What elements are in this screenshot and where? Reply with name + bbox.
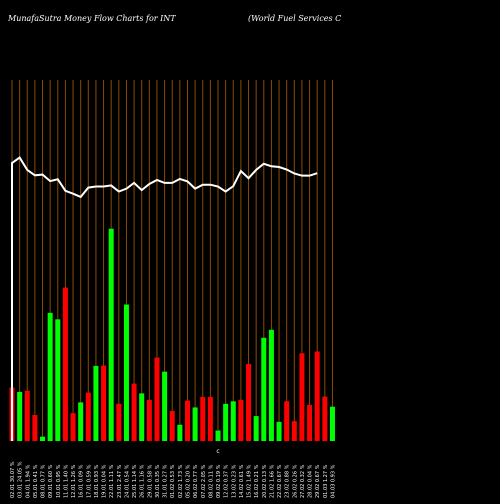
money-flow-bar	[184, 400, 190, 441]
money-flow-bar	[177, 424, 183, 441]
money-flow-bar	[329, 406, 335, 441]
money-flow-bar	[299, 353, 305, 441]
money-flow-bar	[123, 304, 129, 441]
x-tick-label: 26.02 0.26 %	[292, 464, 298, 498]
x-tick-label: 01.02 0.53 %	[170, 464, 176, 498]
money-flow-bar	[162, 371, 168, 441]
x-tick-label: 07.02 2.05 %	[201, 464, 207, 498]
x-tick-label: 12.01 1.26 %	[71, 464, 77, 498]
x-tick-label: 19.01 0.04 %	[102, 464, 108, 498]
x-tick-label: 24.01 0.54 %	[124, 464, 130, 498]
x-tick-label: 01.03 1.27 %	[323, 464, 329, 498]
money-flow-bar	[314, 351, 320, 441]
money-flow-bar	[307, 404, 313, 441]
money-flow-bar	[154, 357, 160, 441]
money-flow-bar	[85, 392, 91, 441]
x-tick-label: 15.02 1.49 %	[247, 464, 253, 498]
money-flow-bar	[238, 399, 244, 441]
chart-title: MunafaSutra Money Flow Charts for INT	[8, 14, 176, 23]
money-flow-bar	[246, 364, 252, 441]
money-flow-bar	[284, 401, 290, 441]
x-tick-label: 13.02 0.23 %	[231, 464, 237, 498]
money-flow-bar	[146, 399, 152, 441]
x-tick-label: 29.02 0.67 %	[315, 464, 321, 498]
money-flow-bar	[55, 319, 61, 441]
x-tick-label: 23.01 2.47 %	[117, 464, 123, 498]
money-flow-bar	[32, 415, 38, 441]
chart-subtitle: (World Fuel Services C	[248, 14, 342, 23]
x-tick-label: 30.01 0.35 %	[155, 464, 161, 498]
x-tick-label: 22.02 0.67 %	[277, 464, 283, 498]
x-tick-label: 04.01 1.94 %	[25, 464, 31, 498]
x-tick-label: 09.02 0.19 %	[216, 464, 222, 498]
x-tick-label: 08.02 0.11 %	[208, 464, 214, 498]
money-flow-bar	[108, 228, 114, 441]
x-tick-label: 09.01 0.60 %	[48, 464, 54, 498]
money-flow-bar	[215, 430, 221, 441]
x-tick-label: 21.02 1.66 %	[269, 464, 275, 498]
x-tick-label: 23.02 0.88 %	[285, 464, 291, 498]
x-tick-label: 25.01 1.14 %	[132, 464, 138, 498]
money-flow-bar	[253, 416, 259, 441]
x-tick-label: 03.01 24.05 %	[18, 461, 24, 498]
money-flow-bar	[62, 287, 68, 441]
x-tick-label: 17.01 0.59 %	[86, 464, 92, 498]
money-flow-bar	[276, 421, 282, 441]
x-tick-label: 18.01 0.93 %	[94, 464, 100, 498]
money-flow-bar	[207, 396, 213, 441]
money-flow-bar	[24, 390, 30, 441]
x-tick-label: 02.01 30.07 %	[10, 461, 16, 498]
x-tick-label: 11.01 1.40 %	[63, 464, 69, 498]
x-tick-label: 26.01 1.16 %	[140, 464, 146, 498]
money-flow-bar	[139, 393, 145, 441]
x-tick-label: 20.02 0.13 %	[262, 464, 268, 498]
x-tick-label: 31.01 0.27 %	[163, 464, 169, 498]
money-flow-bar	[101, 365, 107, 441]
money-flow-bar	[261, 337, 267, 441]
money-flow-bar	[17, 391, 23, 441]
money-flow-bar	[47, 312, 53, 441]
money-flow-bar	[93, 365, 99, 441]
money-flow-bar	[116, 403, 122, 441]
money-flow-bar	[268, 329, 274, 441]
x-tick-label: 28.02 0.04 %	[308, 464, 314, 498]
money-flow-bar	[200, 396, 206, 441]
money-flow-bar	[78, 402, 84, 441]
x-tick-label: 10.01 0.95 %	[56, 464, 62, 498]
money-flow-bar	[291, 421, 297, 441]
x-tick-label: 27.02 0.32 %	[300, 464, 306, 498]
x-tick-label: 05.01 0.41 %	[33, 464, 39, 498]
x-tick-label: 08.01 0.77 %	[41, 464, 47, 498]
money-flow-bar	[40, 436, 46, 441]
x-tick-label: 02.02 1.73 %	[178, 464, 184, 498]
x-tick-label: 22.01 1.11 %	[109, 464, 115, 498]
x-tick-label: 29.01 0.58 %	[147, 464, 153, 498]
x-tick-label: 14.02 0.61 %	[239, 464, 245, 498]
money-flow-bar	[223, 403, 229, 441]
money-flow-bar	[230, 401, 236, 441]
x-tick-label: 16.01 0.09 %	[79, 464, 85, 498]
x-tick-label: 16.02 0.21 %	[254, 464, 260, 498]
money-flow-bar	[70, 413, 76, 441]
x-tick-label: 12.02 0.37 %	[224, 464, 230, 498]
axis-center-label: c	[216, 448, 219, 455]
money-flow-bar	[192, 407, 198, 441]
flow-line	[11, 156, 318, 441]
x-tick-label: 05.02 0.20 %	[185, 464, 191, 498]
money-flow-bar	[169, 411, 175, 441]
x-tick-label: 04.03 0.93 %	[330, 464, 336, 498]
money-flow-bar	[131, 383, 137, 441]
x-tick-label: 06.02 0.77 %	[193, 464, 199, 498]
money-flow-bar	[322, 396, 328, 441]
